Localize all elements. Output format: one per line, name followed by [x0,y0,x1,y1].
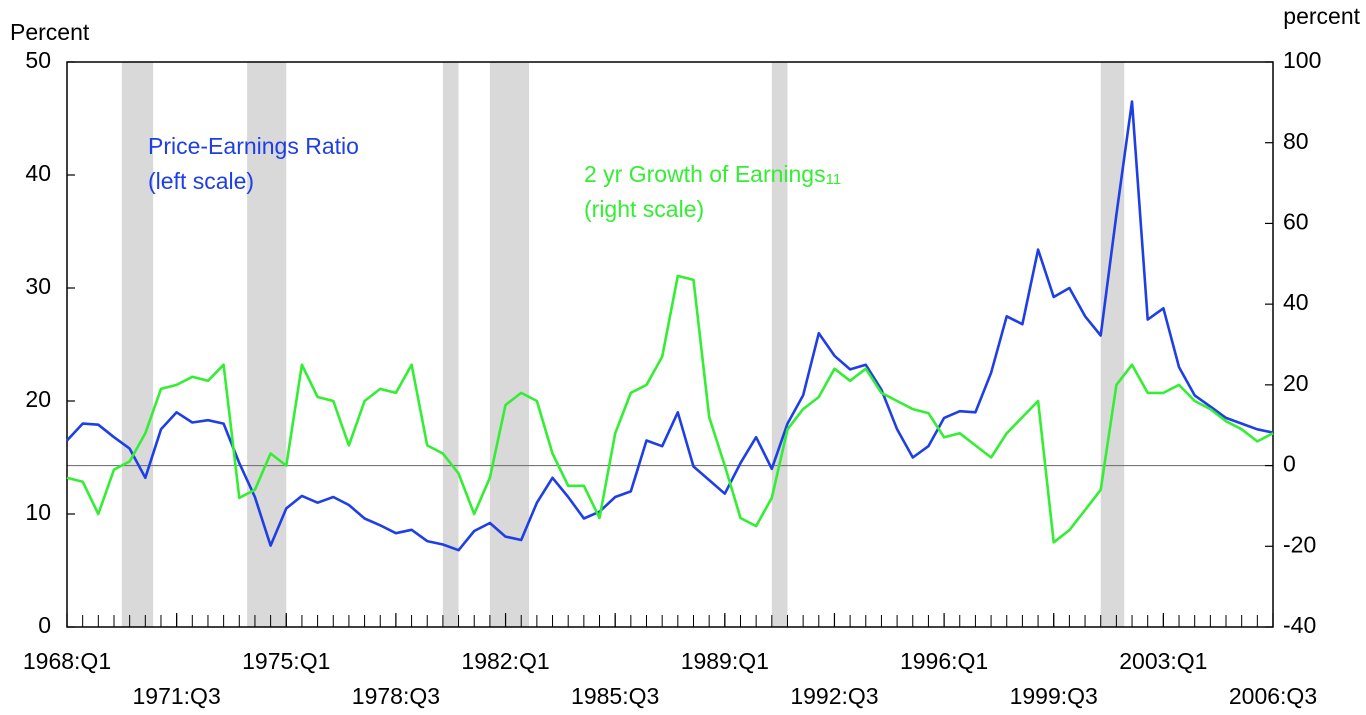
series-name: Price-Earnings Ratio [148,133,359,159]
x-tick-label: 2003:Q1 [1119,648,1207,674]
series-scale-label: (right scale) [584,196,704,222]
series-line [66,274,1274,544]
y2-tick-label: -20 [1283,531,1316,557]
recession-band [771,62,788,627]
y-tick-label: 20 [25,386,51,412]
x-tick-label: 1985:Q3 [571,683,659,709]
y2-tick-label: 60 [1283,209,1309,235]
x-tick-label: 1992:Q3 [790,683,878,709]
x-tick-label: 1978:Q3 [352,683,440,709]
y2-tick-label: 100 [1283,47,1321,73]
x-tick-label: 1975:Q1 [242,648,330,674]
y-axis-label: Percent [10,19,90,45]
series-label: Price-Earnings Ratio [148,133,359,159]
y-tick-label: 0 [38,612,51,638]
y2-tick-label: -40 [1283,612,1316,638]
y-tick-label: 40 [25,160,51,186]
y-tick-label: 10 [25,499,51,525]
x-tick-label: 1996:Q1 [900,648,988,674]
x-tick-label: 2006:Q3 [1229,683,1317,709]
series-line [66,100,1274,552]
x-tick-label: 1971:Q3 [133,683,221,709]
recession-band [121,62,154,627]
y2-tick-label: 40 [1283,289,1309,315]
y-tick-label: 50 [25,47,51,73]
footnote-marker: 11 [826,171,842,188]
y-tick-label: 30 [25,273,51,299]
series-name: 2 yr Growth of Earnings [584,161,826,187]
x-tick-label: 1968:Q1 [23,648,111,674]
series-label: 2 yr Growth of Earnings11 [584,161,841,188]
recession-band [442,62,459,627]
y2-axis-label: percent [1283,3,1360,29]
recession-band [1100,62,1125,627]
x-tick-label: 1982:Q1 [461,648,549,674]
x-tick-label: 1989:Q1 [681,648,769,674]
recession-band [489,62,530,627]
plot-frame [66,61,1274,628]
y2-tick-label: 0 [1283,451,1296,477]
x-tick-label: 1999:Q3 [1010,683,1098,709]
series-scale-label: (left scale) [148,168,254,194]
y2-tick-label: 20 [1283,370,1309,396]
y2-tick-label: 80 [1283,128,1309,154]
